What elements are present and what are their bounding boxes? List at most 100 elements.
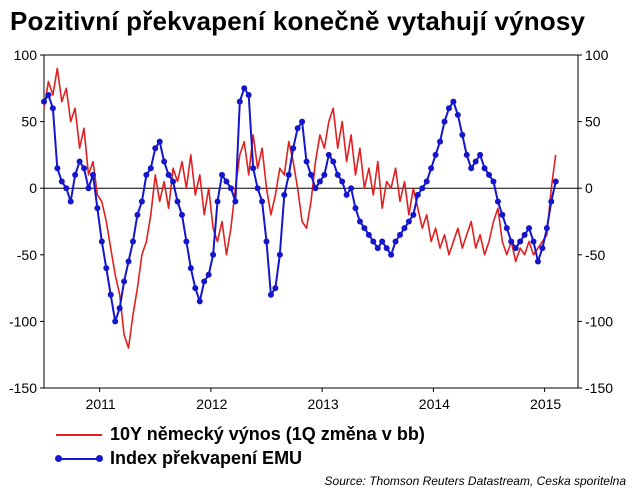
chart-title: Pozitivní překvapení konečně vytahují vý…: [10, 6, 586, 36]
series-point: [223, 178, 230, 185]
series-point: [183, 238, 190, 245]
series-point: [450, 98, 457, 105]
legend-item-surprise: Index překvapení EMU: [55, 448, 303, 469]
y-tick-label-right: 100: [585, 47, 609, 63]
series-point: [512, 245, 519, 252]
series-point: [245, 91, 252, 98]
series-point: [138, 198, 145, 205]
legend-dot-left: [55, 455, 62, 463]
series-point: [441, 118, 448, 125]
series-point: [152, 145, 159, 152]
series-point: [352, 205, 359, 212]
series-point: [454, 111, 461, 118]
y-tick-label-left: 50: [21, 114, 37, 130]
series-point: [170, 178, 177, 185]
series-point: [339, 178, 346, 185]
series-point: [192, 285, 199, 292]
series-point: [94, 205, 101, 212]
series-point: [477, 151, 484, 158]
series-point: [147, 165, 154, 172]
series-point: [534, 258, 541, 265]
series-point: [116, 305, 123, 312]
series-point: [103, 265, 110, 272]
series-point: [125, 258, 132, 265]
series-point: [405, 218, 412, 225]
series-point: [45, 91, 52, 98]
series-point: [374, 245, 381, 252]
series-point: [388, 251, 395, 258]
series-point: [294, 125, 301, 132]
series-point: [89, 171, 96, 178]
series-point: [196, 298, 203, 305]
chart-axes: [40, 54, 582, 392]
series-point: [517, 238, 524, 245]
x-tick-label: 2013: [308, 396, 339, 412]
legend-label-surprise: Index překvapení EMU: [110, 448, 303, 468]
series-point: [236, 98, 243, 105]
series-point: [539, 245, 546, 252]
y-tick-label-left: -150: [9, 380, 37, 396]
legend-swatch-yield: [56, 430, 102, 440]
series-point: [112, 318, 119, 325]
y-tick-label-left: -100: [9, 313, 37, 329]
series-point: [227, 185, 234, 192]
plot-frame: [43, 54, 579, 389]
series-point: [76, 158, 83, 165]
series-point: [41, 98, 47, 105]
series-point: [67, 198, 74, 205]
series-point: [81, 165, 88, 172]
series-point: [107, 291, 114, 298]
series-point: [370, 238, 377, 245]
series-point: [210, 251, 217, 258]
series-point: [508, 238, 515, 245]
series-point: [410, 211, 417, 218]
series-point: [49, 105, 56, 112]
series-point: [58, 178, 65, 185]
series-point: [134, 211, 141, 218]
series-point: [267, 291, 274, 298]
source-note: Source: Thomson Reuters Datastream, Cesk…: [324, 474, 626, 488]
series-point: [428, 165, 435, 172]
series-point: [334, 171, 341, 178]
series-point: [85, 185, 92, 192]
series-point: [361, 225, 368, 232]
series-point: [356, 218, 363, 225]
series-point: [285, 171, 292, 178]
series-point: [63, 185, 70, 192]
series-point: [299, 118, 306, 125]
series-point: [303, 158, 310, 165]
series-point: [254, 185, 261, 192]
series-point: [445, 105, 452, 112]
series-point: [432, 151, 439, 158]
series-point: [379, 238, 386, 245]
y-tick-label-right: -150: [585, 380, 613, 396]
series-point: [530, 238, 537, 245]
series-point: [325, 151, 332, 158]
series-point: [499, 211, 506, 218]
series-point: [308, 171, 314, 178]
y-tick-label-right: -100: [585, 313, 613, 329]
series-point: [526, 225, 533, 232]
series-point: [143, 171, 150, 178]
y-tick-label-right: 50: [585, 114, 601, 130]
series-point: [481, 165, 488, 172]
x-tick-label: 2014: [419, 396, 450, 412]
series-point: [494, 198, 501, 205]
series-point: [250, 165, 257, 172]
x-tick-label: 2012: [196, 396, 227, 412]
series-point: [214, 198, 221, 205]
series-point: [397, 231, 403, 238]
series-point: [552, 178, 559, 185]
series-point: [290, 145, 297, 152]
x-tick-label: 2015: [530, 396, 561, 412]
tick-labels: -150 -150 -100 -100 -50 -50 0 0 50 50 100 100 2011 20…: [9, 47, 613, 412]
series-point: [401, 225, 408, 232]
series-point: [232, 198, 239, 205]
series-point: [521, 231, 528, 238]
series-point: [343, 191, 350, 198]
series-point: [312, 185, 319, 192]
y-tick-label-left: 0: [29, 180, 37, 196]
series-point: [276, 251, 283, 258]
legend-swatch-surprise: [55, 454, 103, 464]
